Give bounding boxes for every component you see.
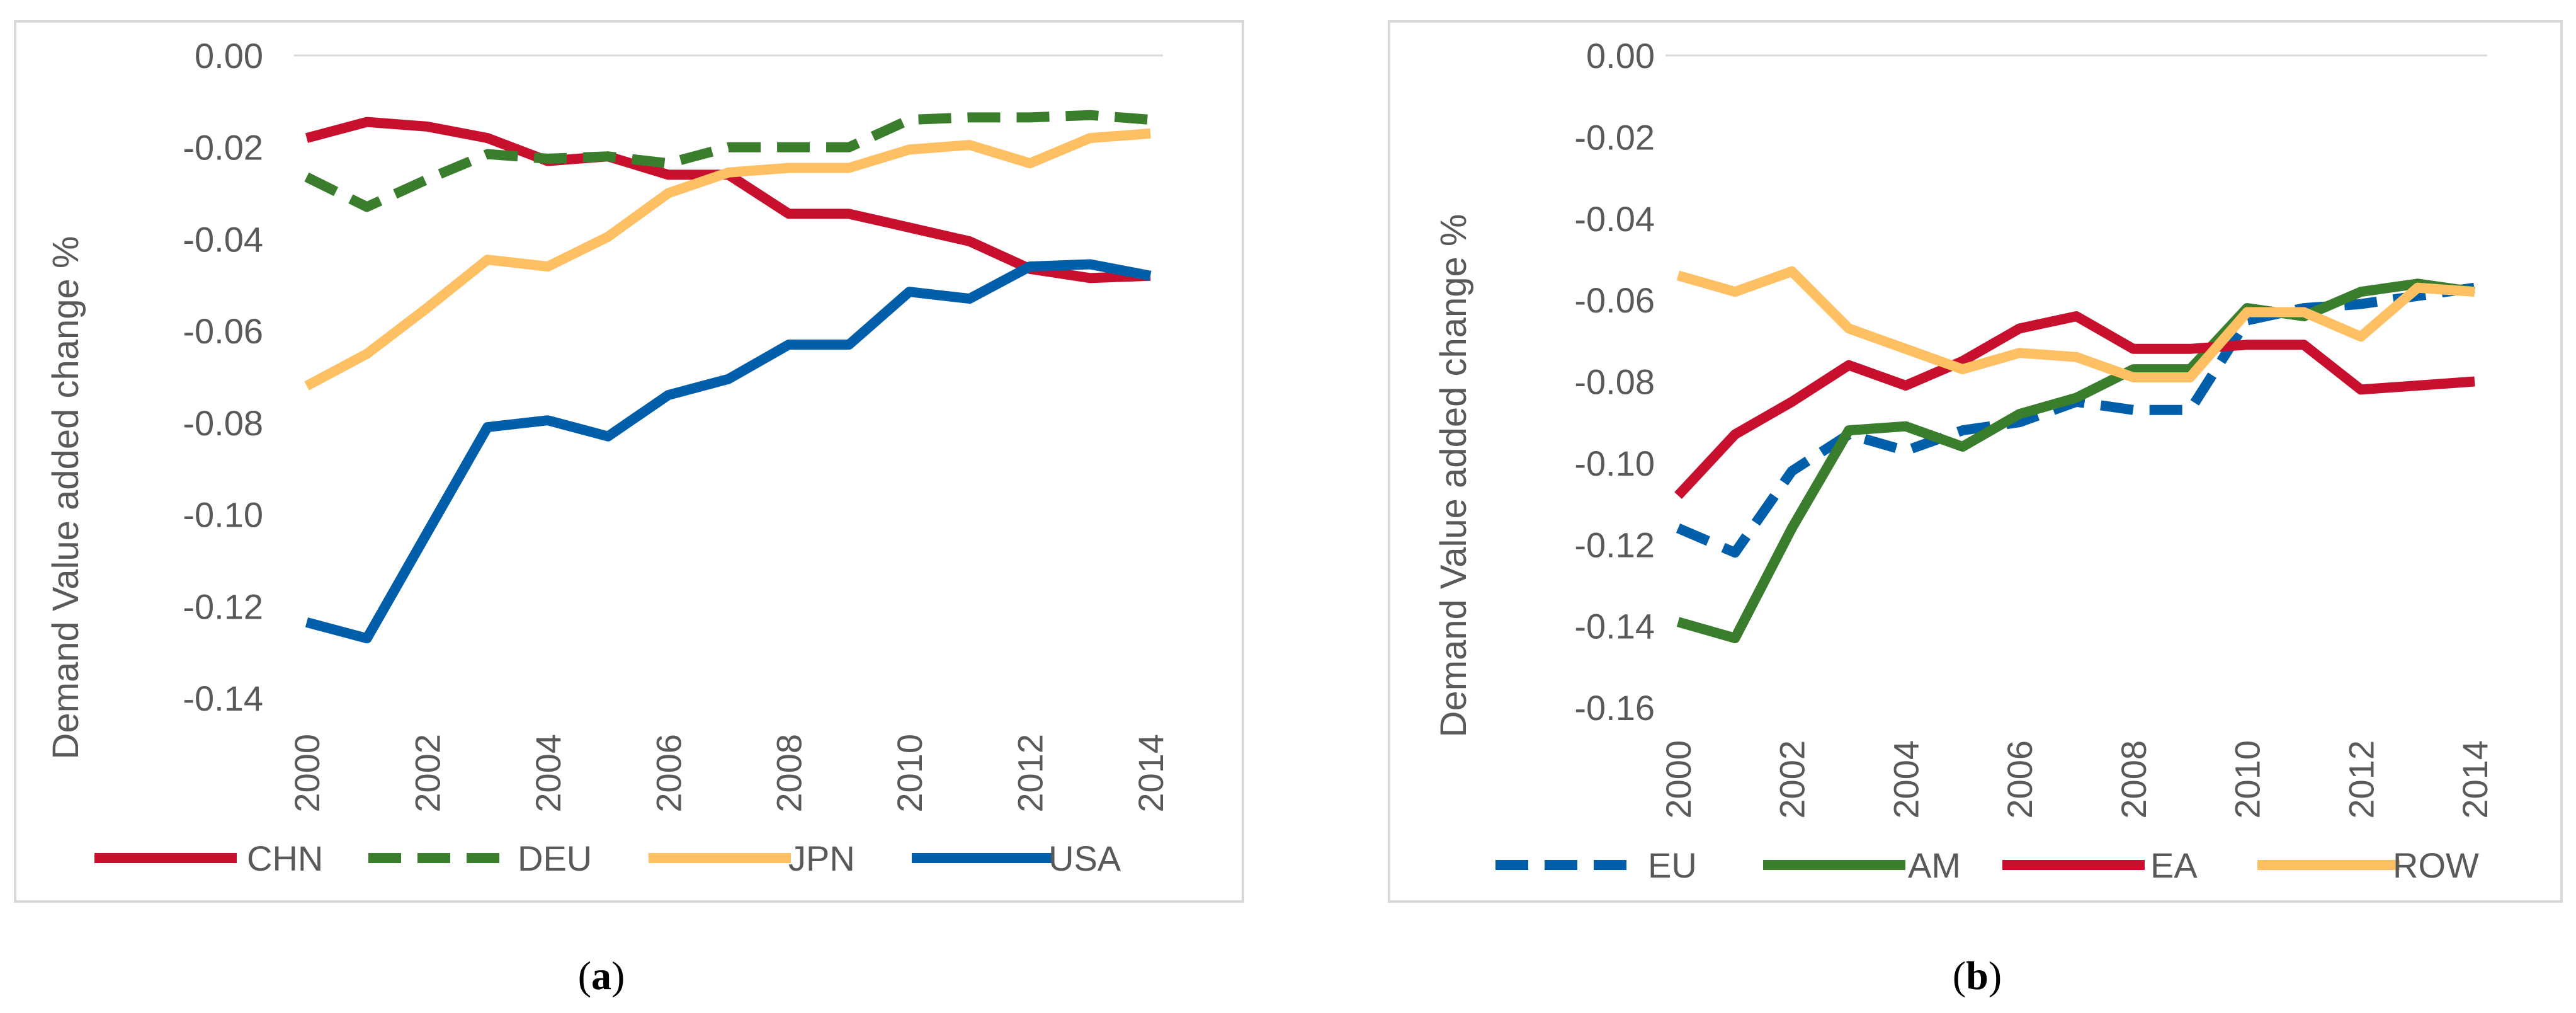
chart-panel-a: 0.00 -0.02 -0.04 -0.06 -0.08 -0.10 -0.12 -0.14 2… [14, 20, 1244, 998]
legend-label-am: AM [1908, 845, 1961, 885]
x-tick-label-a: 2008 [769, 734, 809, 813]
x-tick-label-a: 2012 [1011, 734, 1050, 813]
y-tick-label-b: -0.14 [1574, 607, 1655, 646]
legend-label-deu: DEU [518, 838, 592, 878]
y-tick-label-b: 0.00 [1586, 36, 1655, 76]
chart-panel-b: 0.00 -0.02 -0.04 -0.06 -0.08 -0.10 -0.12 -0.14 -… [1388, 20, 2563, 998]
legend-label-jpn: JPN [788, 838, 855, 878]
series-line-deu [304, 110, 1151, 212]
legend-label-eu: EU [1648, 845, 1697, 885]
y-tick-label-b: -0.10 [1574, 444, 1655, 483]
y-tick-label-a: -0.02 [183, 128, 263, 168]
y-tick-label-b: -0.02 [1574, 117, 1655, 157]
y-axis-label-b: Demand Value added change % [1433, 214, 1474, 738]
series-line-ea [1674, 311, 2475, 500]
chart-frame-a [14, 20, 1244, 903]
y-tick-label-a: -0.12 [183, 587, 263, 626]
y-tick-label-b: -0.12 [1574, 525, 1655, 564]
x-tick-label-b: 2014 [2455, 740, 2495, 819]
x-tick-label-b: 2006 [2000, 740, 2040, 819]
x-tick-label-a: 2010 [890, 734, 929, 813]
x-tick-label-a: 2006 [649, 734, 688, 813]
series-line-row [1676, 266, 2475, 382]
legend-label-chn: CHN [247, 838, 323, 878]
series-line-jpn [304, 128, 1151, 391]
y-tick-label-b: -0.16 [1574, 688, 1655, 728]
x-tick-label-a: 2004 [528, 734, 568, 813]
x-tick-label-a: 2000 [287, 734, 327, 813]
y-tick-label-a: -0.10 [183, 495, 263, 535]
legend-label-row: ROW [2393, 845, 2479, 885]
x-tick-label-a: 2002 [407, 734, 447, 813]
y-tick-label-a: -0.04 [183, 219, 263, 259]
series-line-am [1676, 278, 2476, 643]
x-tick-label-b: 2002 [1773, 740, 1812, 819]
y-tick-label-a: -0.08 [183, 403, 263, 443]
x-tick-label-a: 2014 [1131, 734, 1171, 813]
x-tick-label-b: 2004 [1886, 740, 1926, 819]
y-tick-label-b: -0.08 [1574, 362, 1655, 402]
x-tick-label-b: 2008 [2114, 740, 2153, 819]
chart-frame-b [1388, 20, 2563, 903]
legend-label-usa: USA [1048, 838, 1121, 878]
y-tick-label-b: -0.04 [1574, 199, 1655, 239]
x-tick-label-b: 2012 [2341, 740, 2381, 819]
panel-caption-a: (a) [578, 953, 625, 998]
panel-caption-b: (b) [1953, 953, 2002, 998]
series-line-usa [305, 259, 1152, 644]
x-tick-label-b: 2000 [1659, 740, 1698, 819]
y-tick-label-b: -0.06 [1574, 280, 1655, 320]
y-axis-label-a: Demand Value added change % [45, 236, 86, 760]
legend-label-ea: EA [2150, 845, 2198, 885]
y-tick-label-a: -0.14 [183, 678, 263, 718]
x-tick-label-b: 2010 [2228, 740, 2267, 819]
y-tick-label-a: 0.00 [195, 36, 263, 76]
y-tick-label-a: -0.06 [183, 311, 263, 351]
